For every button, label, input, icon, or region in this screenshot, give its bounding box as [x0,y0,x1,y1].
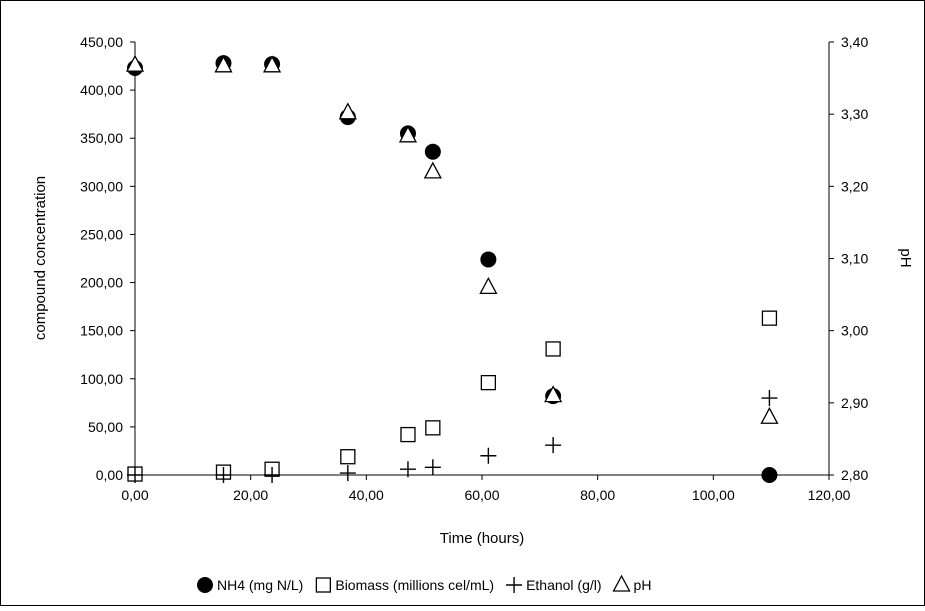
y2-tick-label: 3,40 [841,34,868,50]
data-point-open-triangle [544,385,563,403]
legend-marker-open-triangle [612,574,631,592]
x-tick-label: 120,00 [808,487,851,503]
x-axis-ticks: 0,00 20,00 40,00 60,00 80,00 100,00 120,00 [121,475,851,503]
data-point-open-square [480,374,497,391]
data-point-open-triangle [214,55,233,73]
y-axis-ticks: 0,00 50,00 100,00 150,00 200,00 250,00 300,00 3… [80,34,135,483]
data-point-plus [761,390,778,407]
data-point-filled-circle [424,143,441,160]
y2-axis-title: pH [897,248,914,267]
legend-label: Ethanol (g/l) [526,577,601,593]
data-point-open-triangle [262,55,282,73]
y-tick-label: 300,00 [80,178,123,194]
legend-label: NH4 (mg N/L) [217,577,303,593]
data-point-open-triangle [760,406,779,424]
data-point-filled-circle [480,251,497,268]
y-tick-label: 400,00 [80,82,123,98]
y2-tick-label: 3,00 [841,323,868,339]
data-point-plus [545,437,562,454]
legend: NH4 (mg N/L) Biomass (millions cel/mL) Eth… [197,574,652,593]
legend-marker-open-square [315,577,332,593]
data-point-plus [424,459,441,476]
data-point-open-square [761,310,778,326]
data-point-open-triangle [338,102,357,120]
data-point-plus [127,467,143,483]
y-tick-label: 350,00 [80,130,123,146]
series-3 [125,54,779,424]
data-point-plus [399,461,416,478]
legend-label: pH [634,577,652,593]
data-point-plus [215,467,232,483]
y-axis-title: compound concentration [32,176,49,340]
data-point-open-square [400,426,416,443]
y2-tick-label: 3,30 [841,106,868,122]
data-point-open-triangle [423,161,442,179]
y-tick-label: 0,00 [96,467,123,483]
data-point-filled-circle [761,467,778,483]
y2-axis-ticks: 2,80 2,90 3,00 3,10 3,20 3,30 3,40 [829,34,868,483]
y2-tick-label: 3,10 [841,251,868,267]
legend-label: Biomass (millions cel/mL) [335,577,494,593]
x-axis-title: Time (hours) [440,530,524,547]
x-tick-label: 40,00 [349,487,384,503]
data-point-open-triangle [125,54,145,72]
series-2 [127,390,778,483]
data-points [125,54,779,483]
y-tick-label: 200,00 [80,275,123,291]
y-tick-label: 250,00 [80,226,123,242]
data-point-plus [264,467,281,483]
legend-marker-filled-circle [197,577,213,593]
y-tick-label: 150,00 [80,323,123,339]
y-tick-label: 50,00 [88,419,123,435]
data-point-open-square [340,449,356,465]
x-tick-label: 0,00 [121,487,148,503]
x-tick-label: 80,00 [580,487,615,503]
data-point-plus [339,465,356,482]
data-point-open-triangle [479,276,498,295]
y2-tick-label: 2,80 [841,467,868,483]
x-tick-label: 100,00 [692,487,735,503]
y2-tick-label: 3,20 [841,178,868,194]
y-tick-label: 450,00 [80,34,123,50]
y2-tick-label: 2,90 [841,395,868,411]
x-tick-label: 20,00 [233,487,268,503]
x-tick-label: 60,00 [464,487,499,503]
y-tick-label: 100,00 [80,371,123,387]
legend-marker-plus [506,577,523,593]
data-point-open-triangle [398,125,418,143]
data-point-plus [480,447,497,464]
data-point-open-square [425,420,441,436]
data-point-open-square [545,341,561,357]
